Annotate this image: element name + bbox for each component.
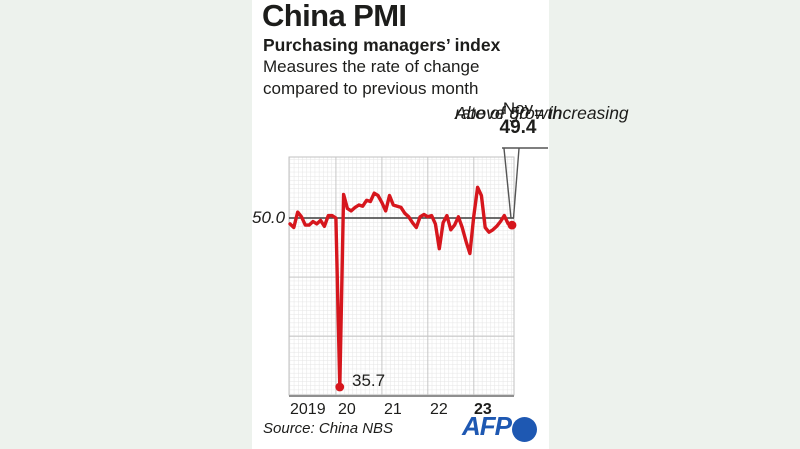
threshold-annotation-line-2: rate of growth [455,103,562,123]
last-point-value-label: 49.4 [499,117,537,138]
description-line-2: compared to previous month [263,79,479,98]
source-credit: Source: China NBS [263,420,394,437]
afp-logo-circle-icon [512,417,537,442]
baseline-50-label: 50.0 [252,208,286,227]
x-tick-2019: 2019 [290,401,326,418]
x-tick-2021: 21 [384,401,402,418]
last-point-callout-lines [502,147,548,219]
x-tick-2022: 22 [430,401,448,418]
afp-logo-text: AFP [462,411,512,441]
major-gridlines [289,157,514,395]
low-point-dot [335,382,345,392]
x-tick-2023: 23 [474,401,492,418]
page-title: China PMI [262,0,407,33]
x-tick-2020: 20 [338,401,356,418]
pmi-line-chart [288,147,548,397]
infographic-card: China PMI Purchasing managers’ index Mea… [252,0,629,449]
threshold-annotation-line-1: Above 50 = increasing [455,103,629,123]
low-point-label: 35.7 [352,371,386,390]
description-line-1: Measures the rate of change [263,57,480,76]
last-point-dot [507,220,517,230]
pmi-line [288,185,514,389]
chart-subtitle: Purchasing managers’ index [263,35,501,55]
last-point-month-label: Nov [502,99,534,118]
